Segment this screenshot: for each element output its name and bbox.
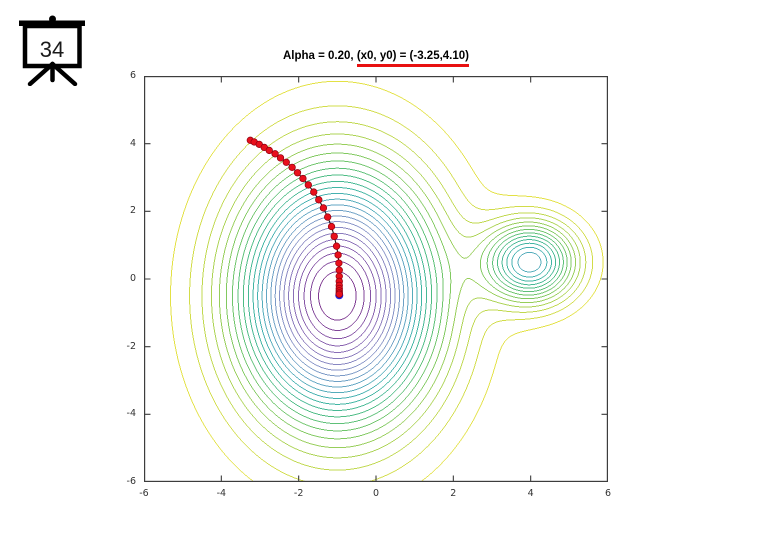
slide-number-badge: 34 [18, 14, 86, 87]
x-tick-label: 0 [372, 488, 380, 499]
y-tick-label: 0 [129, 273, 136, 284]
plot-area [144, 76, 608, 482]
screen-leg-left [27, 61, 55, 87]
slide-number: 34 [40, 37, 64, 62]
figure-title: Alpha = 0.20, (x0, y0) = (-3.25,4.10) [144, 50, 608, 67]
y-tick-label: -2 [126, 340, 136, 352]
x-tick-label: -4 [216, 488, 227, 499]
y-tick-label: -4 [126, 408, 136, 420]
x-tick-label: 6 [604, 488, 612, 499]
projection-screen-icon: 34 [19, 15, 85, 87]
x-tick-label: -2 [293, 488, 304, 499]
y-tick-label: 4 [129, 137, 136, 149]
title-start-point-text: (x0, y0) = (-3.25,4.10) [356, 50, 469, 67]
title-alpha-text: Alpha = 0.20, [282, 50, 357, 62]
x-tick-label: 4 [527, 488, 534, 499]
screen-top-bar [19, 20, 85, 26]
y-tick-label: 2 [129, 205, 136, 217]
y-tick-label: 6 [129, 70, 136, 81]
x-tick-label: -6 [139, 488, 149, 499]
screen-leg-right [50, 61, 78, 87]
y-tick-label: -6 [126, 476, 136, 487]
contour-canvas [144, 76, 608, 482]
x-tick-label: 2 [450, 488, 457, 499]
